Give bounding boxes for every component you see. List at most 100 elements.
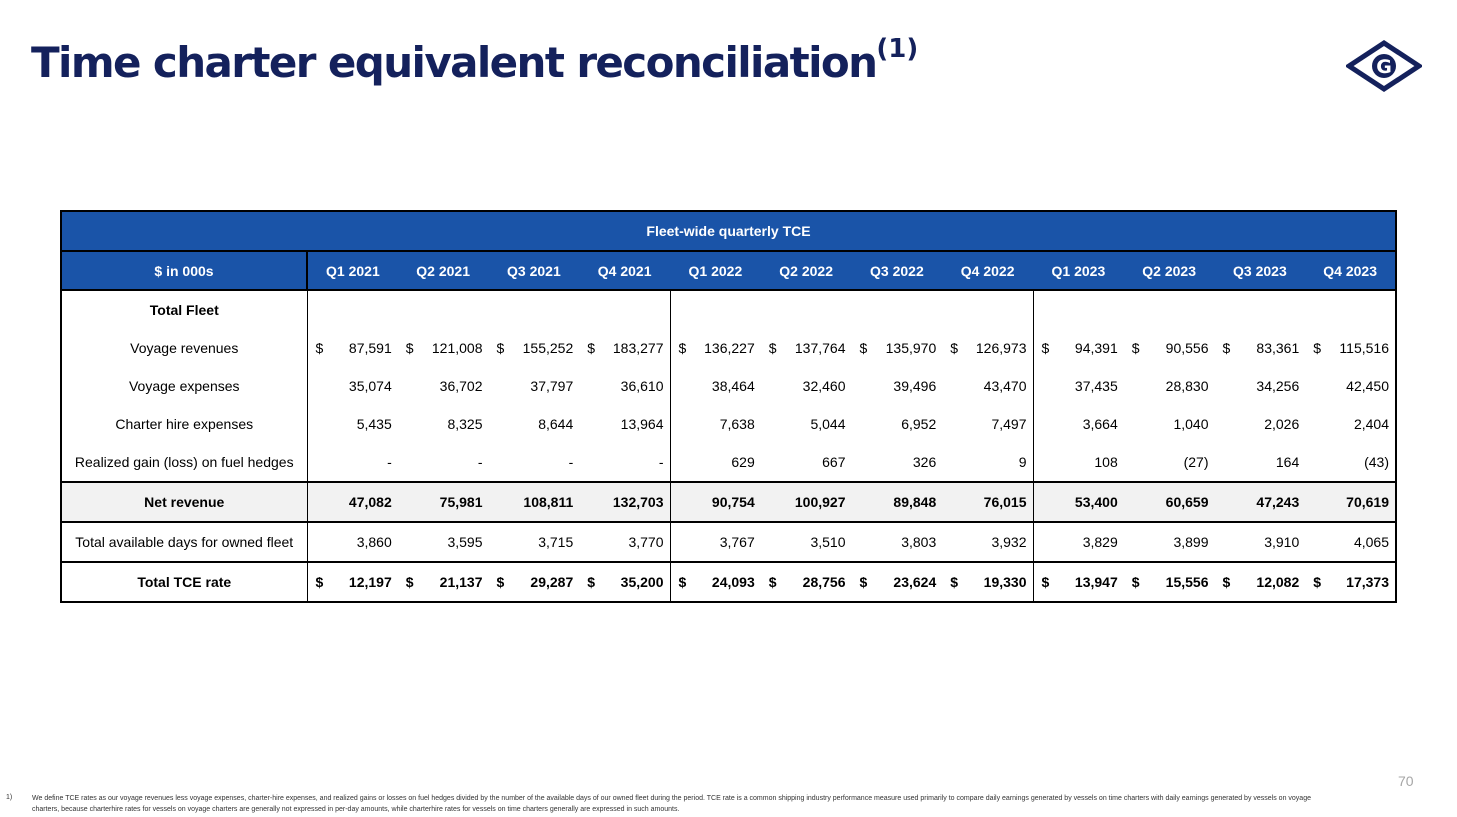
cell-value: 1,040 — [1173, 416, 1209, 432]
currency-symbol: $ — [768, 574, 777, 590]
cell-value: 24,093 — [711, 574, 755, 590]
cell-value: 28,830 — [1165, 378, 1209, 394]
cell-value: 42,450 — [1346, 378, 1389, 394]
cell-value: - — [658, 454, 664, 470]
cell-value: 87,591 — [348, 340, 392, 356]
row-label: Net revenue — [60, 481, 308, 522]
cell-value: - — [387, 454, 392, 470]
row-label: Total available days for owned fleet — [60, 521, 308, 562]
tce-table: Fleet-wide quarterly TCE $ in 000s Q1 2021… — [60, 210, 1397, 603]
table-row: Voyage revenues $87,591 $121,008 $155,252 $1… — [60, 329, 1397, 367]
page-title: Time charter equivalent reconciliation(1… — [31, 34, 919, 87]
cell-value: 164 — [1275, 454, 1300, 470]
table-row: Total TCE rate $12,197 $21,137 $29,287 $35,2… — [60, 561, 1397, 603]
company-logo-icon: G — [1346, 40, 1422, 92]
cell-value: 17,373 — [1346, 574, 1389, 590]
cell-value: (27) — [1183, 454, 1209, 470]
cell-value: 108,811 — [523, 494, 574, 510]
cell-value: 2,026 — [1264, 416, 1300, 432]
cell-value: 39,496 — [893, 378, 937, 394]
currency-symbol: $ — [1131, 340, 1140, 356]
row-label: Charter hire expenses — [60, 405, 308, 443]
quarter-header: Q2 2022 — [760, 250, 852, 291]
footnote-marker: 1) — [6, 794, 13, 801]
cell-value: 3,715 — [538, 534, 574, 550]
cell-value: 3,803 — [901, 534, 937, 550]
cell-value: (43) — [1364, 454, 1389, 470]
cell-value: 8,644 — [538, 416, 574, 432]
currency-symbol: $ — [405, 340, 414, 356]
cell-value: 38,464 — [711, 378, 755, 394]
cell-value: 90,754 — [711, 494, 755, 510]
quarter-header: Q4 2021 — [579, 250, 670, 291]
cell-value: - — [568, 454, 574, 470]
cell-value: 7,638 — [719, 416, 755, 432]
cell-value: 3,932 — [991, 534, 1027, 550]
cell-value: - — [477, 454, 483, 470]
cell-value: 6,952 — [901, 416, 937, 432]
cell-value: 135,970 — [885, 340, 937, 356]
cell-value: 3,510 — [810, 534, 846, 550]
cell-value: 9 — [1018, 454, 1027, 470]
cell-value: 2,404 — [1353, 416, 1389, 432]
cell-value: 29,287 — [530, 574, 574, 590]
row-label: Realized gain (loss) on fuel hedges — [60, 443, 308, 482]
currency-symbol: $ — [1222, 340, 1231, 356]
currency-symbol: $ — [1313, 574, 1322, 590]
quarter-header: Q4 2023 — [1305, 250, 1397, 291]
table-row: Charter hire expenses 5,435 8,325 8,644 13,9… — [60, 405, 1397, 443]
table-row: Net revenue 47,082 75,981 108,811 132,703 90,… — [60, 481, 1397, 522]
row-label: Voyage expenses — [60, 367, 308, 405]
quarter-header: Q1 2021 — [307, 250, 398, 291]
cell-value: 75,981 — [439, 494, 483, 510]
cell-value: 43,470 — [983, 378, 1027, 394]
cell-value: 34,256 — [1256, 378, 1300, 394]
cell-value: 21,137 — [439, 574, 483, 590]
quarter-header: Q4 2022 — [942, 250, 1033, 291]
cell-value: 132,703 — [612, 494, 664, 510]
cell-value: 3,910 — [1264, 534, 1300, 550]
cell-value: 36,702 — [439, 378, 483, 394]
page-number: 70 — [1398, 773, 1414, 789]
row-label: Voyage revenues — [60, 329, 308, 367]
table-row: Voyage expenses 35,074 36,702 37,797 36,610 3… — [60, 367, 1397, 405]
cell-value: 35,200 — [620, 574, 664, 590]
cell-value: 126,973 — [975, 340, 1027, 356]
cell-value: 629 — [731, 454, 755, 470]
currency-symbol: $ — [405, 574, 414, 590]
currency-symbol: $ — [1222, 574, 1231, 590]
quarter-header: Q1 2023 — [1033, 250, 1124, 291]
cell-value: 36,610 — [620, 378, 664, 394]
quarter-header: Q3 2021 — [488, 250, 580, 291]
currency-symbol: $ — [859, 574, 868, 590]
currency-symbol: $ — [950, 574, 959, 590]
cell-value: 108 — [1094, 454, 1118, 470]
cell-value: 94,391 — [1074, 340, 1118, 356]
cell-value: 155,252 — [522, 340, 574, 356]
cell-value: 28,756 — [802, 574, 846, 590]
cell-value: 137,764 — [794, 340, 846, 356]
currency-symbol: $ — [678, 340, 687, 356]
table-row: Realized gain (loss) on fuel hedges - - - - 6… — [60, 443, 1397, 482]
currency-symbol: $ — [315, 340, 324, 356]
quarter-header: Q3 2022 — [851, 250, 943, 291]
currency-symbol: $ — [859, 340, 868, 356]
currency-symbol: $ — [1313, 340, 1322, 356]
currency-symbol: $ — [496, 340, 505, 356]
currency-symbol: $ — [587, 340, 596, 356]
logo-letter: G — [1376, 56, 1392, 78]
currency-symbol: $ — [768, 340, 777, 356]
cell-value: 3,829 — [1082, 534, 1118, 550]
cell-value: 183,277 — [612, 340, 664, 356]
cell-value: 23,624 — [893, 574, 937, 590]
currency-symbol: $ — [315, 574, 324, 590]
cell-value: 100,927 — [794, 494, 846, 510]
cell-value: 115,516 — [1339, 340, 1389, 356]
quarter-header: Q3 2023 — [1214, 250, 1306, 291]
cell-value: 90,556 — [1165, 340, 1209, 356]
currency-symbol: $ — [587, 574, 596, 590]
cell-value: 8,325 — [447, 416, 483, 432]
cell-value: 60,659 — [1165, 494, 1209, 510]
cell-value: 47,243 — [1256, 494, 1300, 510]
cell-value: 7,497 — [991, 416, 1027, 432]
